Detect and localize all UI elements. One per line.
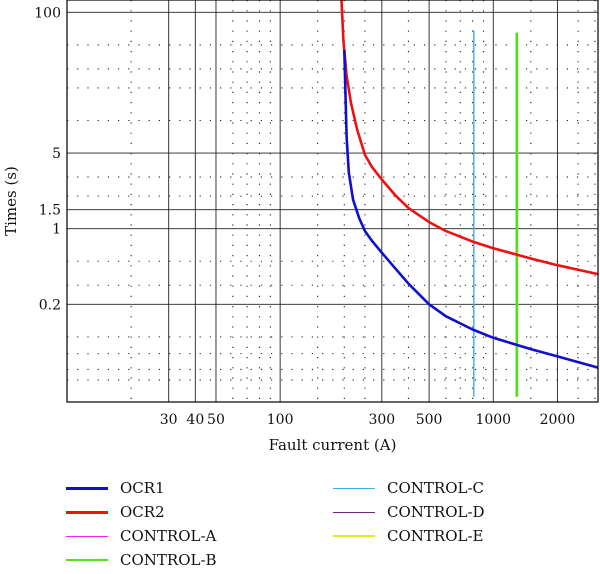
tick-labels: 30 40 50 100 300 500 1000 2000 100 5 1.5 1 0.2 [34, 5, 575, 428]
y-tick-label: 0.2 [39, 297, 61, 313]
legend-swatch [66, 486, 108, 490]
x-tick-label: 50 [207, 412, 225, 428]
tcc-chart: 30 40 50 100 300 500 1000 2000 100 5 1.5 1 0.2 Fault… [2, 0, 599, 454]
y-tick-label: 1 [52, 222, 61, 238]
legend-swatch [66, 535, 108, 537]
x-tick-label: 1000 [475, 412, 511, 428]
y-tick-label: 100 [34, 5, 61, 21]
x-tick-label: 40 [186, 412, 204, 428]
legend-item: CONTROL-A [66, 526, 216, 546]
y-axis-label: Times (s) [2, 166, 20, 236]
legend-swatch [66, 559, 108, 561]
legend-label: CONTROL-D [387, 503, 485, 521]
series-line-ocr2 [340, 0, 599, 276]
legend-item: OCR1 [66, 478, 165, 498]
legend-label: CONTROL-A [120, 527, 217, 545]
series-layer [340, 0, 599, 397]
x-tick-label: 100 [267, 412, 294, 428]
legend-label: OCR1 [120, 479, 165, 497]
legend-swatch [66, 510, 108, 514]
legend-label: CONTROL-B [120, 551, 217, 569]
x-tick-label: 30 [160, 412, 178, 428]
legend-item: CONTROL-B [66, 550, 217, 570]
legend-swatch [333, 511, 375, 513]
x-axis-label: Fault current (A) [269, 436, 397, 454]
x-tick-label: 500 [416, 412, 443, 428]
x-tick-label: 300 [368, 412, 395, 428]
x-tick-label: 2000 [540, 412, 576, 428]
y-tick-label: 5 [52, 146, 61, 162]
legend-swatch [333, 535, 375, 537]
legend-item: CONTROL-D [333, 502, 485, 522]
plot-frame [66, 0, 599, 403]
legend-label: CONTROL-E [387, 527, 484, 545]
grid [67, 0, 598, 402]
series-line-ocr1 [343, 49, 599, 369]
legend-swatch [333, 487, 375, 489]
legend-item: CONTROL-E [333, 526, 483, 546]
y-tick-label: 1.5 [39, 203, 61, 219]
legend-label: CONTROL-C [387, 479, 485, 497]
legend-label: OCR2 [120, 503, 165, 521]
legend-item: OCR2 [66, 502, 165, 522]
legend-item: CONTROL-C [333, 478, 484, 498]
